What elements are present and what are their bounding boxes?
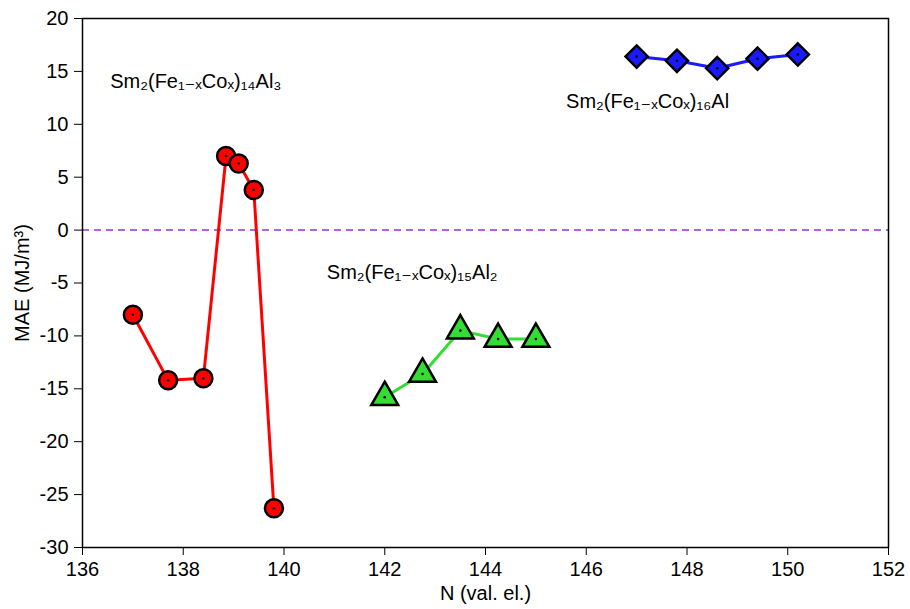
svg-text:N (val. el.): N (val. el.): [440, 582, 531, 604]
svg-text:5: 5: [57, 166, 68, 188]
svg-text:142: 142: [368, 558, 401, 580]
svg-text:152: 152: [872, 558, 905, 580]
svg-text:-20: -20: [40, 430, 69, 452]
svg-text:138: 138: [167, 558, 200, 580]
svg-text:-10: -10: [40, 324, 69, 346]
svg-text:20: 20: [46, 7, 68, 29]
svg-text:-15: -15: [40, 377, 69, 399]
svg-text:-30: -30: [40, 536, 69, 558]
svg-text:-25: -25: [40, 483, 69, 505]
svg-text:148: 148: [670, 558, 703, 580]
svg-text:MAE (MJ/m³): MAE (MJ/m³): [11, 224, 33, 342]
svg-text:10: 10: [46, 113, 68, 135]
svg-text:150: 150: [771, 558, 804, 580]
svg-text:146: 146: [570, 558, 603, 580]
svg-text:15: 15: [46, 60, 68, 82]
svg-text:136: 136: [66, 558, 99, 580]
svg-text:Sm₂(Fe₁₋ₓCoₓ)₁₆Al: Sm₂(Fe₁₋ₓCoₓ)₁₆Al: [566, 90, 729, 112]
svg-text:140: 140: [267, 558, 300, 580]
svg-text:144: 144: [469, 558, 502, 580]
svg-text:Sm₂(Fe₁₋ₓCoₓ)₁₅Al₂: Sm₂(Fe₁₋ₓCoₓ)₁₅Al₂: [327, 261, 498, 283]
svg-text:0: 0: [57, 219, 68, 241]
svg-text:-5: -5: [51, 271, 69, 293]
svg-text:Sm₂(Fe₁₋ₓCoₓ)₁₄Al₃: Sm₂(Fe₁₋ₓCoₓ)₁₄Al₃: [110, 70, 281, 92]
